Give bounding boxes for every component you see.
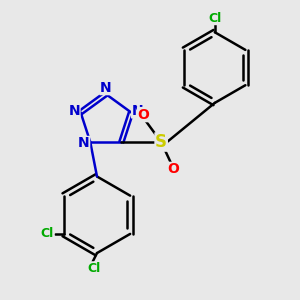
Text: N: N xyxy=(68,104,80,118)
Text: O: O xyxy=(167,162,179,176)
Text: S: S xyxy=(155,133,167,151)
Text: N: N xyxy=(100,81,112,94)
Text: N: N xyxy=(132,104,143,118)
Text: Cl: Cl xyxy=(87,262,101,275)
Text: N: N xyxy=(78,136,90,151)
Text: Cl: Cl xyxy=(41,227,54,240)
Text: O: O xyxy=(138,108,149,122)
Text: Cl: Cl xyxy=(208,12,221,25)
